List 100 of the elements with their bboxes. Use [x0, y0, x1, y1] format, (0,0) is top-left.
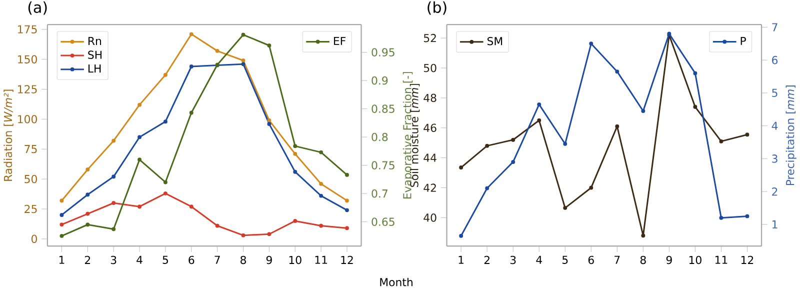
point — [241, 32, 246, 37]
chart-title: (b) — [428, 2, 446, 15]
y2-tick-label: 4 — [772, 122, 778, 130]
point — [319, 150, 324, 154]
y-tick-label: 25 — [24, 204, 37, 214]
point — [589, 186, 594, 190]
y-tick-label: 175 — [18, 25, 37, 34]
x-tick-label: 12 — [741, 256, 754, 264]
point — [241, 62, 246, 66]
point — [60, 198, 64, 203]
point — [60, 234, 64, 238]
point — [563, 142, 568, 146]
point — [693, 105, 698, 110]
point — [267, 232, 272, 236]
point — [745, 214, 750, 218]
point — [86, 222, 90, 227]
y-tick-label: 48 — [424, 94, 436, 102]
point — [215, 224, 220, 228]
point — [86, 212, 90, 216]
point — [112, 138, 116, 143]
point — [86, 192, 90, 197]
x-tick-label: 11 — [315, 256, 327, 264]
y2-tick-label: 0.85 — [372, 104, 394, 114]
point — [60, 213, 64, 218]
x-tick-label: 11 — [715, 256, 728, 264]
point — [138, 158, 142, 162]
y2-tick-label: 3 — [772, 154, 778, 163]
y2-tick-label: 0.95 — [372, 48, 394, 57]
point — [745, 132, 750, 137]
y-tick-label: 44 — [424, 154, 436, 162]
x-tick-label: 9 — [666, 256, 672, 264]
y2-tick-label: 6 — [772, 56, 778, 64]
x-tick-label: 6 — [588, 256, 594, 264]
point — [345, 198, 349, 203]
point — [719, 216, 724, 220]
x-tick-label: 7 — [214, 256, 220, 264]
point — [485, 144, 490, 148]
y-tick-label: 52 — [424, 34, 436, 42]
point — [459, 166, 464, 170]
point — [537, 102, 542, 107]
x-tick-label: 4 — [136, 256, 142, 264]
point — [319, 194, 324, 198]
x-tick-label: 8 — [640, 256, 646, 264]
y2-tick-label: 5 — [772, 89, 778, 98]
point — [641, 234, 646, 238]
y2-tick-label: 0.7 — [372, 190, 388, 198]
y2-axis-title: Precipitation [mm] — [786, 86, 796, 186]
point — [719, 139, 724, 144]
point — [241, 58, 246, 63]
point — [345, 173, 349, 178]
point — [267, 118, 272, 122]
x-tick-label: 5 — [162, 256, 168, 264]
point — [215, 49, 220, 54]
point — [267, 122, 272, 126]
x-tick-label: 2 — [84, 256, 90, 264]
legend-label: LH — [88, 64, 101, 73]
point — [163, 192, 168, 196]
legend-label: P — [740, 37, 746, 46]
point — [86, 168, 90, 172]
point — [563, 206, 568, 210]
point — [293, 152, 298, 156]
y-tick-label: 50 — [424, 64, 436, 72]
point — [112, 174, 116, 179]
legend-label: EF — [334, 37, 346, 46]
point — [537, 118, 542, 122]
y-tick-label: 46 — [424, 124, 436, 132]
point — [163, 120, 168, 124]
point — [589, 42, 594, 46]
x-tick-label: 4 — [536, 256, 542, 264]
point — [641, 109, 646, 114]
y2-tick-label: 0.75 — [372, 161, 394, 170]
y-tick-label: 50 — [24, 175, 37, 184]
point — [189, 110, 194, 115]
point — [189, 32, 194, 36]
y-tick-label: 125 — [18, 85, 37, 94]
point — [293, 219, 298, 224]
point — [267, 44, 272, 48]
y-tick-label: 42 — [424, 184, 436, 192]
point — [615, 124, 620, 128]
chart-title: (a) — [28, 2, 47, 15]
point — [293, 144, 298, 148]
point — [138, 135, 142, 140]
legend-label: Rn — [88, 37, 102, 46]
y2-tick-label: 7 — [772, 23, 778, 32]
x-tick-label: 3 — [510, 256, 516, 264]
x-tick-label: 3 — [110, 256, 116, 264]
point — [163, 73, 168, 78]
point — [189, 204, 194, 209]
point — [319, 182, 324, 186]
legend-label: SH — [88, 50, 102, 60]
point — [112, 227, 116, 232]
point — [693, 71, 698, 76]
point — [459, 234, 464, 238]
y-tick-label: 0 — [31, 234, 37, 244]
y2-tick-label: 2 — [772, 188, 778, 196]
x-tick-label: 5 — [562, 256, 568, 264]
x-tick-label: 10 — [289, 256, 302, 264]
point — [511, 138, 516, 142]
point — [60, 222, 64, 227]
point — [485, 186, 490, 190]
